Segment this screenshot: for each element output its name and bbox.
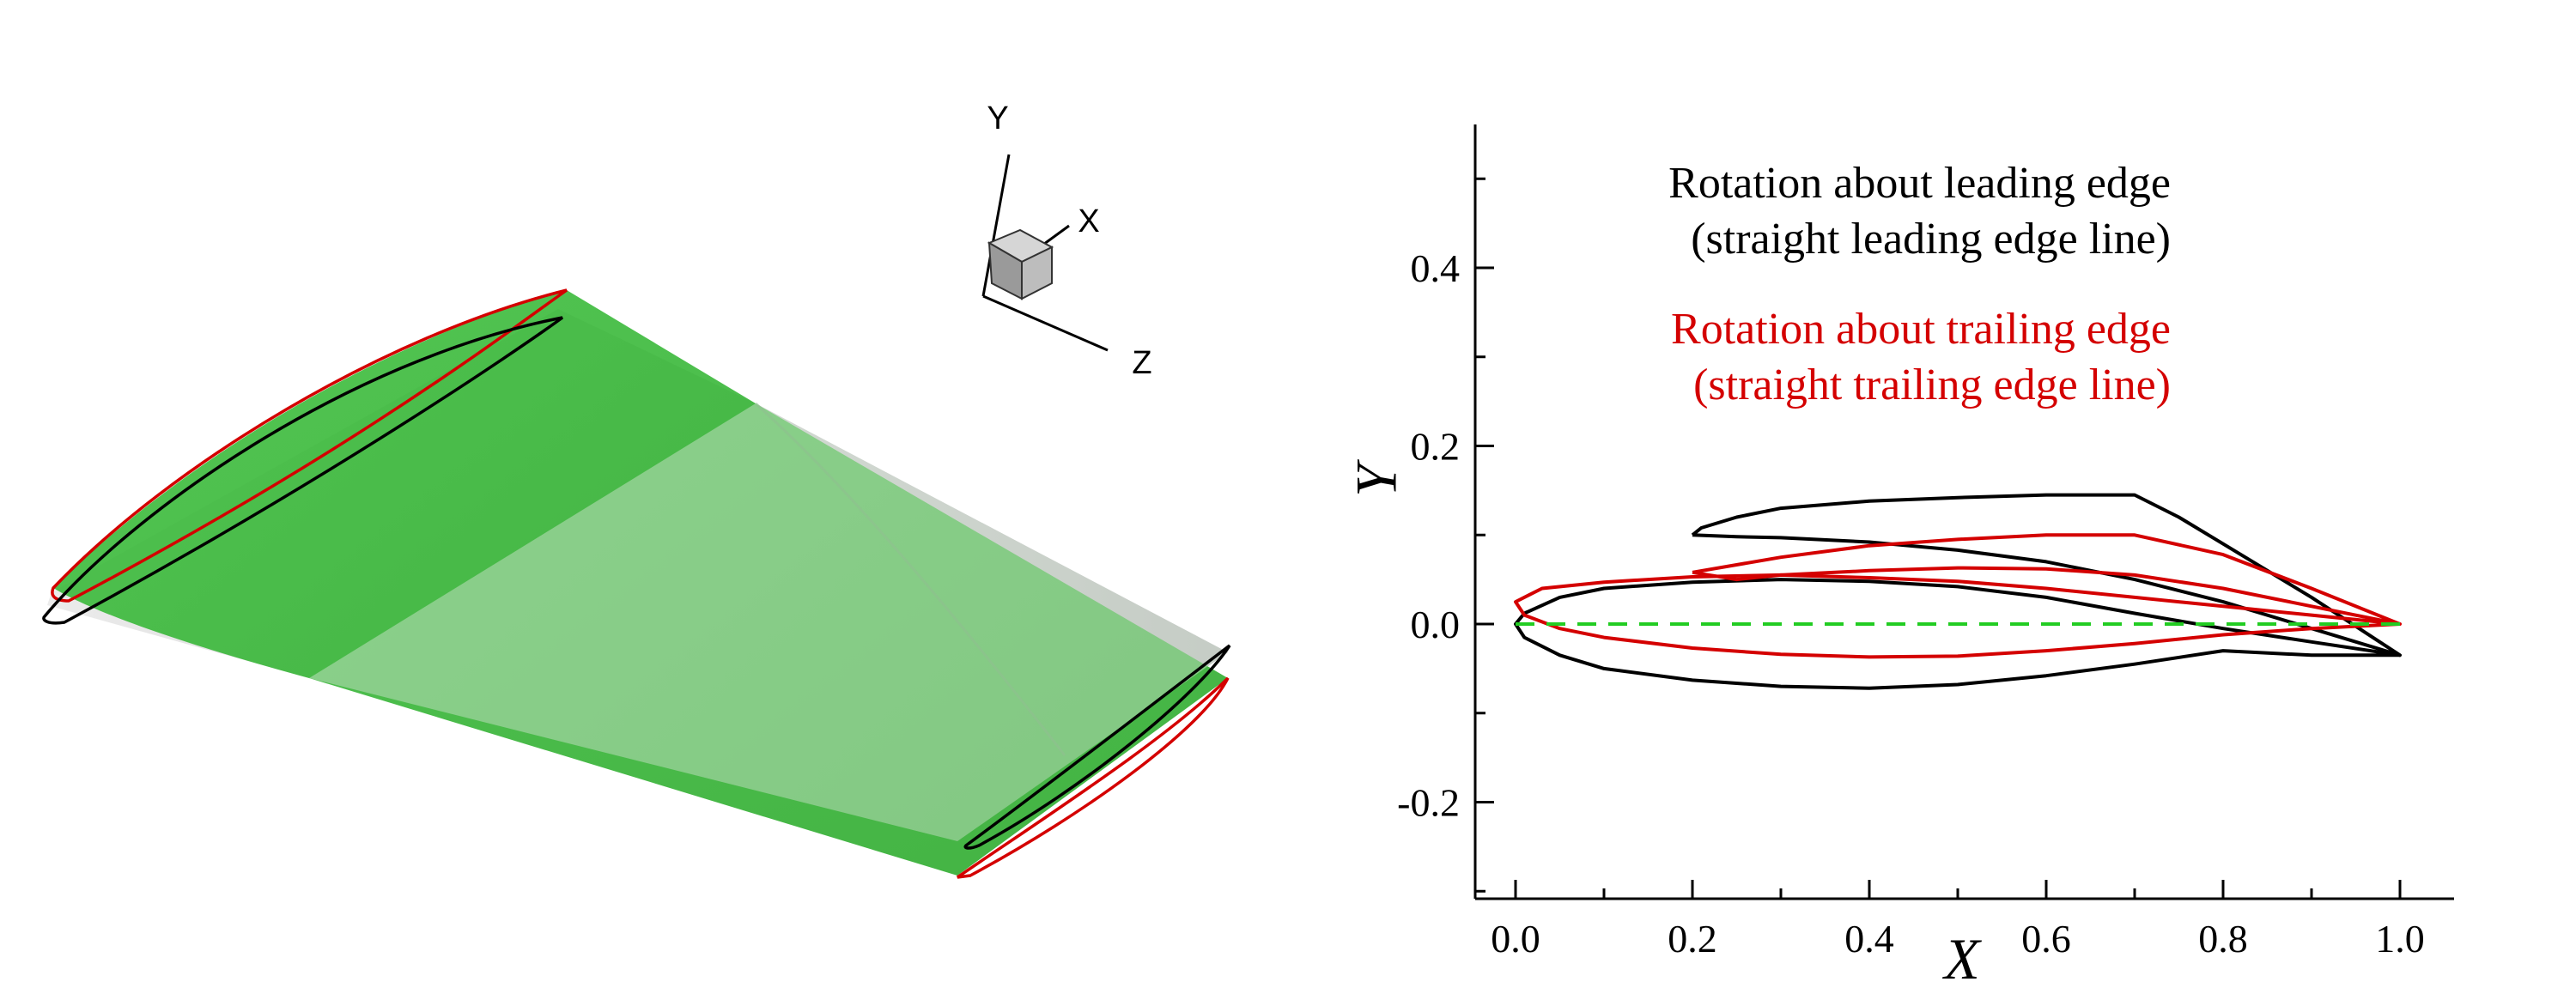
x-tick-label: 1.0 [2375, 917, 2425, 961]
y-ticks: -0.2 0.0 0.2 0.4 [1397, 177, 1494, 893]
overlay-shadow [754, 402, 1066, 756]
wing-3d-render [42, 288, 1231, 879]
legend: Rotation about leading edge (straight le… [1668, 159, 2171, 409]
root-red-section [51, 288, 568, 603]
x-tick-label: 0.0 [1491, 917, 1540, 961]
axis-triad: Y X Z [981, 100, 1152, 381]
legend-red-line2: (straight trailing edge line) [1693, 361, 2171, 409]
y-tick-label: -0.2 [1397, 781, 1460, 825]
y-axis-label: Y [1344, 459, 1409, 497]
series-line-3 [1692, 533, 2402, 626]
y-tick-label: 0.2 [1411, 425, 1461, 469]
x-tick-label: 0.4 [1844, 917, 1894, 961]
series-layer [1514, 493, 2402, 690]
triad-y-label: Y [987, 100, 1008, 136]
x-tick-label: 0.6 [2021, 917, 2071, 961]
legend-black-line2: (straight leading edge line) [1691, 215, 2171, 264]
x-ticks: 0.0 0.2 0.4 0.6 0.8 1.0 [1491, 880, 2425, 961]
translucent-overlay [309, 403, 1228, 841]
triad-cube-icon [987, 228, 1054, 300]
x-axis-label: X [1941, 926, 1982, 991]
tip-black-section [963, 644, 1231, 850]
legend-black-line1: Rotation about leading edge [1668, 159, 2171, 208]
triad-x-label: X [1078, 203, 1099, 239]
root-black-section [42, 316, 564, 625]
triad-z-label: Z [1132, 345, 1151, 381]
series-line-2 [1514, 573, 2401, 659]
x-tick-label: 0.8 [2198, 917, 2248, 961]
y-tick-label: 0.4 [1411, 246, 1461, 290]
y-tick-label: 0.0 [1411, 603, 1461, 646]
green-wing-surface [53, 290, 1228, 876]
airfoil-plot: 0.0 0.2 0.4 0.6 0.8 1.0 -0.2 0.0 0.2 0.4 X Y Rot… [1344, 124, 2454, 991]
legend-red-line1: Rotation about trailing edge [1671, 305, 2171, 354]
x-tick-label: 0.2 [1668, 917, 1717, 961]
tip-red-section [957, 676, 1230, 879]
